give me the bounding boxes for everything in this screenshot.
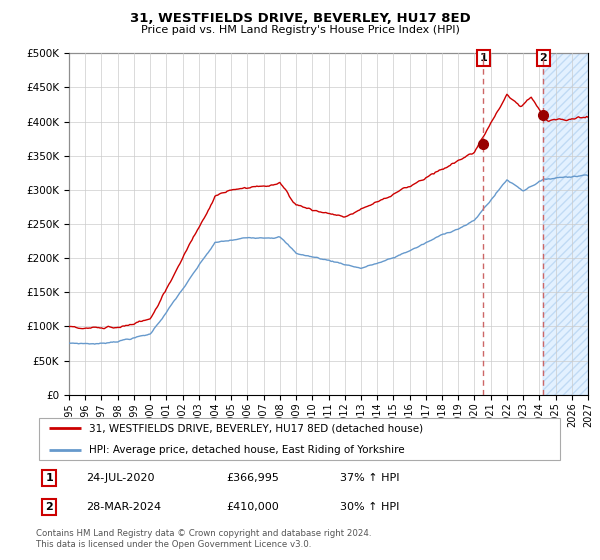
- Text: 28-MAR-2024: 28-MAR-2024: [86, 502, 161, 512]
- Text: Price paid vs. HM Land Registry's House Price Index (HPI): Price paid vs. HM Land Registry's House …: [140, 25, 460, 35]
- Text: Contains HM Land Registry data © Crown copyright and database right 2024.
This d: Contains HM Land Registry data © Crown c…: [36, 529, 371, 549]
- Text: HPI: Average price, detached house, East Riding of Yorkshire: HPI: Average price, detached house, East…: [89, 445, 404, 455]
- Text: £366,995: £366,995: [226, 473, 279, 483]
- Text: 31, WESTFIELDS DRIVE, BEVERLEY, HU17 8ED (detached house): 31, WESTFIELDS DRIVE, BEVERLEY, HU17 8ED…: [89, 423, 423, 433]
- Text: 2: 2: [46, 502, 53, 512]
- Text: 24-JUL-2020: 24-JUL-2020: [86, 473, 155, 483]
- Text: 37% ↑ HPI: 37% ↑ HPI: [340, 473, 399, 483]
- Bar: [543, 53, 588, 395]
- Text: 31, WESTFIELDS DRIVE, BEVERLEY, HU17 8ED: 31, WESTFIELDS DRIVE, BEVERLEY, HU17 8ED: [130, 12, 470, 25]
- Text: 2: 2: [539, 53, 547, 63]
- Text: 1: 1: [479, 53, 487, 63]
- Bar: [543, 53, 588, 395]
- Text: 1: 1: [46, 473, 53, 483]
- Text: 30% ↑ HPI: 30% ↑ HPI: [340, 502, 399, 512]
- FancyBboxPatch shape: [38, 418, 560, 460]
- Text: £410,000: £410,000: [226, 502, 279, 512]
